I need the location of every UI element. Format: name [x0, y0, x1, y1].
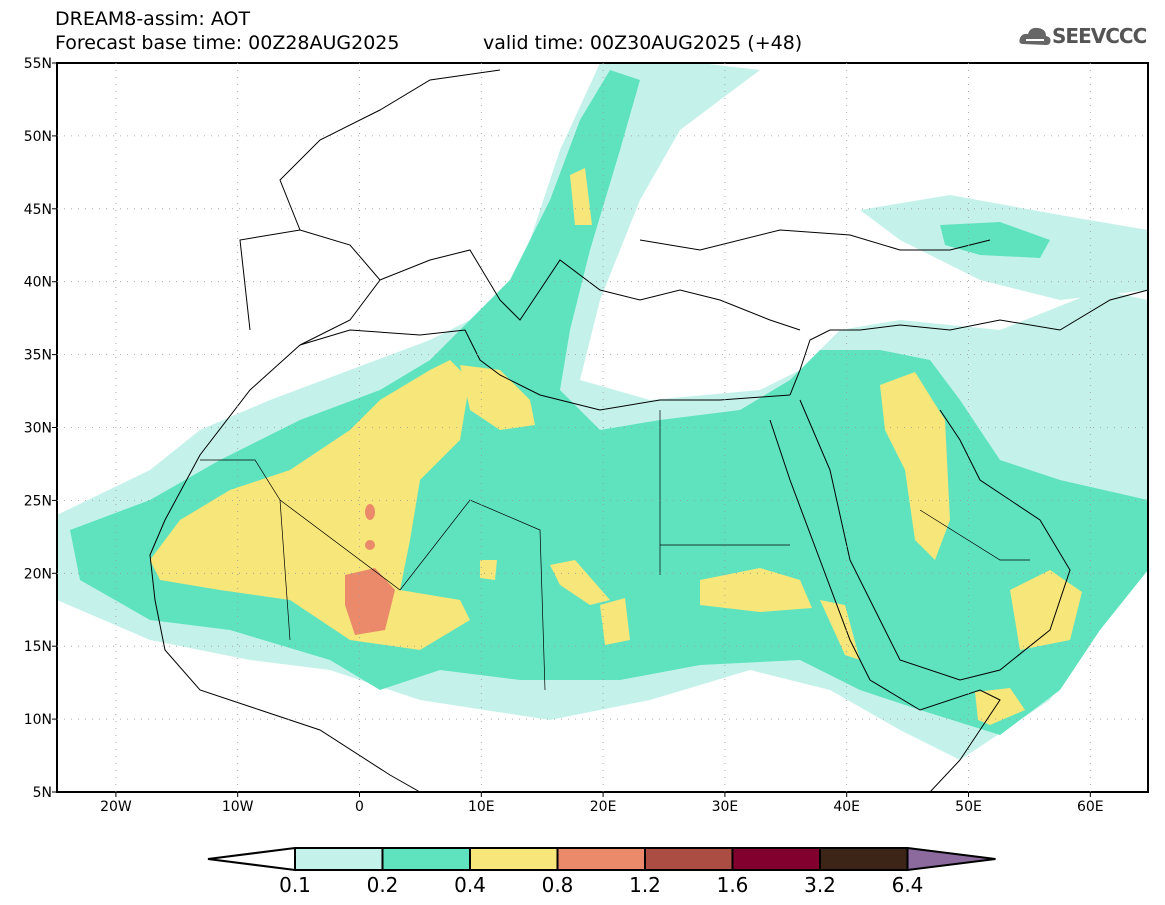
colorbar-level-label: 0.8 [542, 873, 574, 897]
lat-label: 25N [24, 493, 52, 509]
colorbar-level-label: 0.4 [454, 873, 486, 897]
logo-text: SEEVCCC [1052, 24, 1147, 48]
colorbar-under-triangle [207, 846, 296, 872]
lat-label: 30N [24, 421, 52, 437]
map-title: DREAM8-assim: AOT [55, 8, 251, 30]
aot-band-0.4-0.8 [150, 168, 1082, 725]
lon-label: 50E [955, 799, 982, 815]
lon-label: 0 [355, 799, 364, 815]
colorbar-segment [644, 847, 734, 871]
lat-label: 50N [24, 129, 52, 145]
aot-band-0.8-1.2 [345, 504, 395, 635]
cloud-icon [1019, 27, 1051, 45]
colorbar-level-label: 6.4 [892, 873, 924, 897]
valid-time: valid time: 00Z30AUG2025 (+48) [483, 32, 803, 54]
colorbar-segment [731, 847, 821, 871]
borders [200, 410, 1030, 691]
lat-label: 5N [33, 785, 52, 801]
aot-band-0.2-0.4-ne [940, 222, 1050, 258]
lat-label: 45N [24, 202, 52, 218]
lon-label: 10E [468, 799, 495, 815]
colorbar-level-label: 0.1 [279, 873, 311, 897]
lat-label: 40N [24, 275, 52, 291]
lon-label: 10W [222, 799, 254, 815]
coastlines [149, 69, 1148, 792]
lon-label: 20W [100, 799, 132, 815]
lat-label: 15N [24, 639, 52, 655]
colorbar-segment [819, 847, 909, 871]
colorbar-level-label: 1.2 [629, 873, 661, 897]
colorbar-segment [294, 847, 384, 871]
colorbar-level-label: 0.2 [367, 873, 399, 897]
colorbar: 0.1 0.2 0.4 0.8 1.2 1.6 3.2 6.4 [207, 846, 996, 897]
graticule [57, 63, 1148, 792]
lat-label: 20N [24, 566, 52, 582]
colorbar-over-triangle [906, 846, 996, 872]
lon-label: 60E [1077, 799, 1104, 815]
colorbar-level-label: 1.6 [717, 873, 749, 897]
lat-label: 10N [24, 712, 52, 728]
colorbar-level-label: 3.2 [804, 873, 836, 897]
lon-label: 20E [590, 799, 617, 815]
lat-label: 55N [24, 56, 52, 72]
lon-label: 40E [833, 799, 860, 815]
lat-label: 35N [24, 348, 52, 364]
forecast-base-time: Forecast base time: 00Z28AUG2025 [55, 32, 400, 54]
colorbar-segment [556, 847, 646, 871]
colorbar-segment [381, 847, 471, 871]
seevccc-logo: SEEVCCC [1018, 24, 1147, 48]
lon-label: 30E [712, 799, 739, 815]
aot-map: 55N 50N 45N 40N 35N 30N 25N 20N 15N 10N 5N 20W 10W 0 1… [24, 56, 1149, 815]
colorbar-segment [469, 847, 559, 871]
